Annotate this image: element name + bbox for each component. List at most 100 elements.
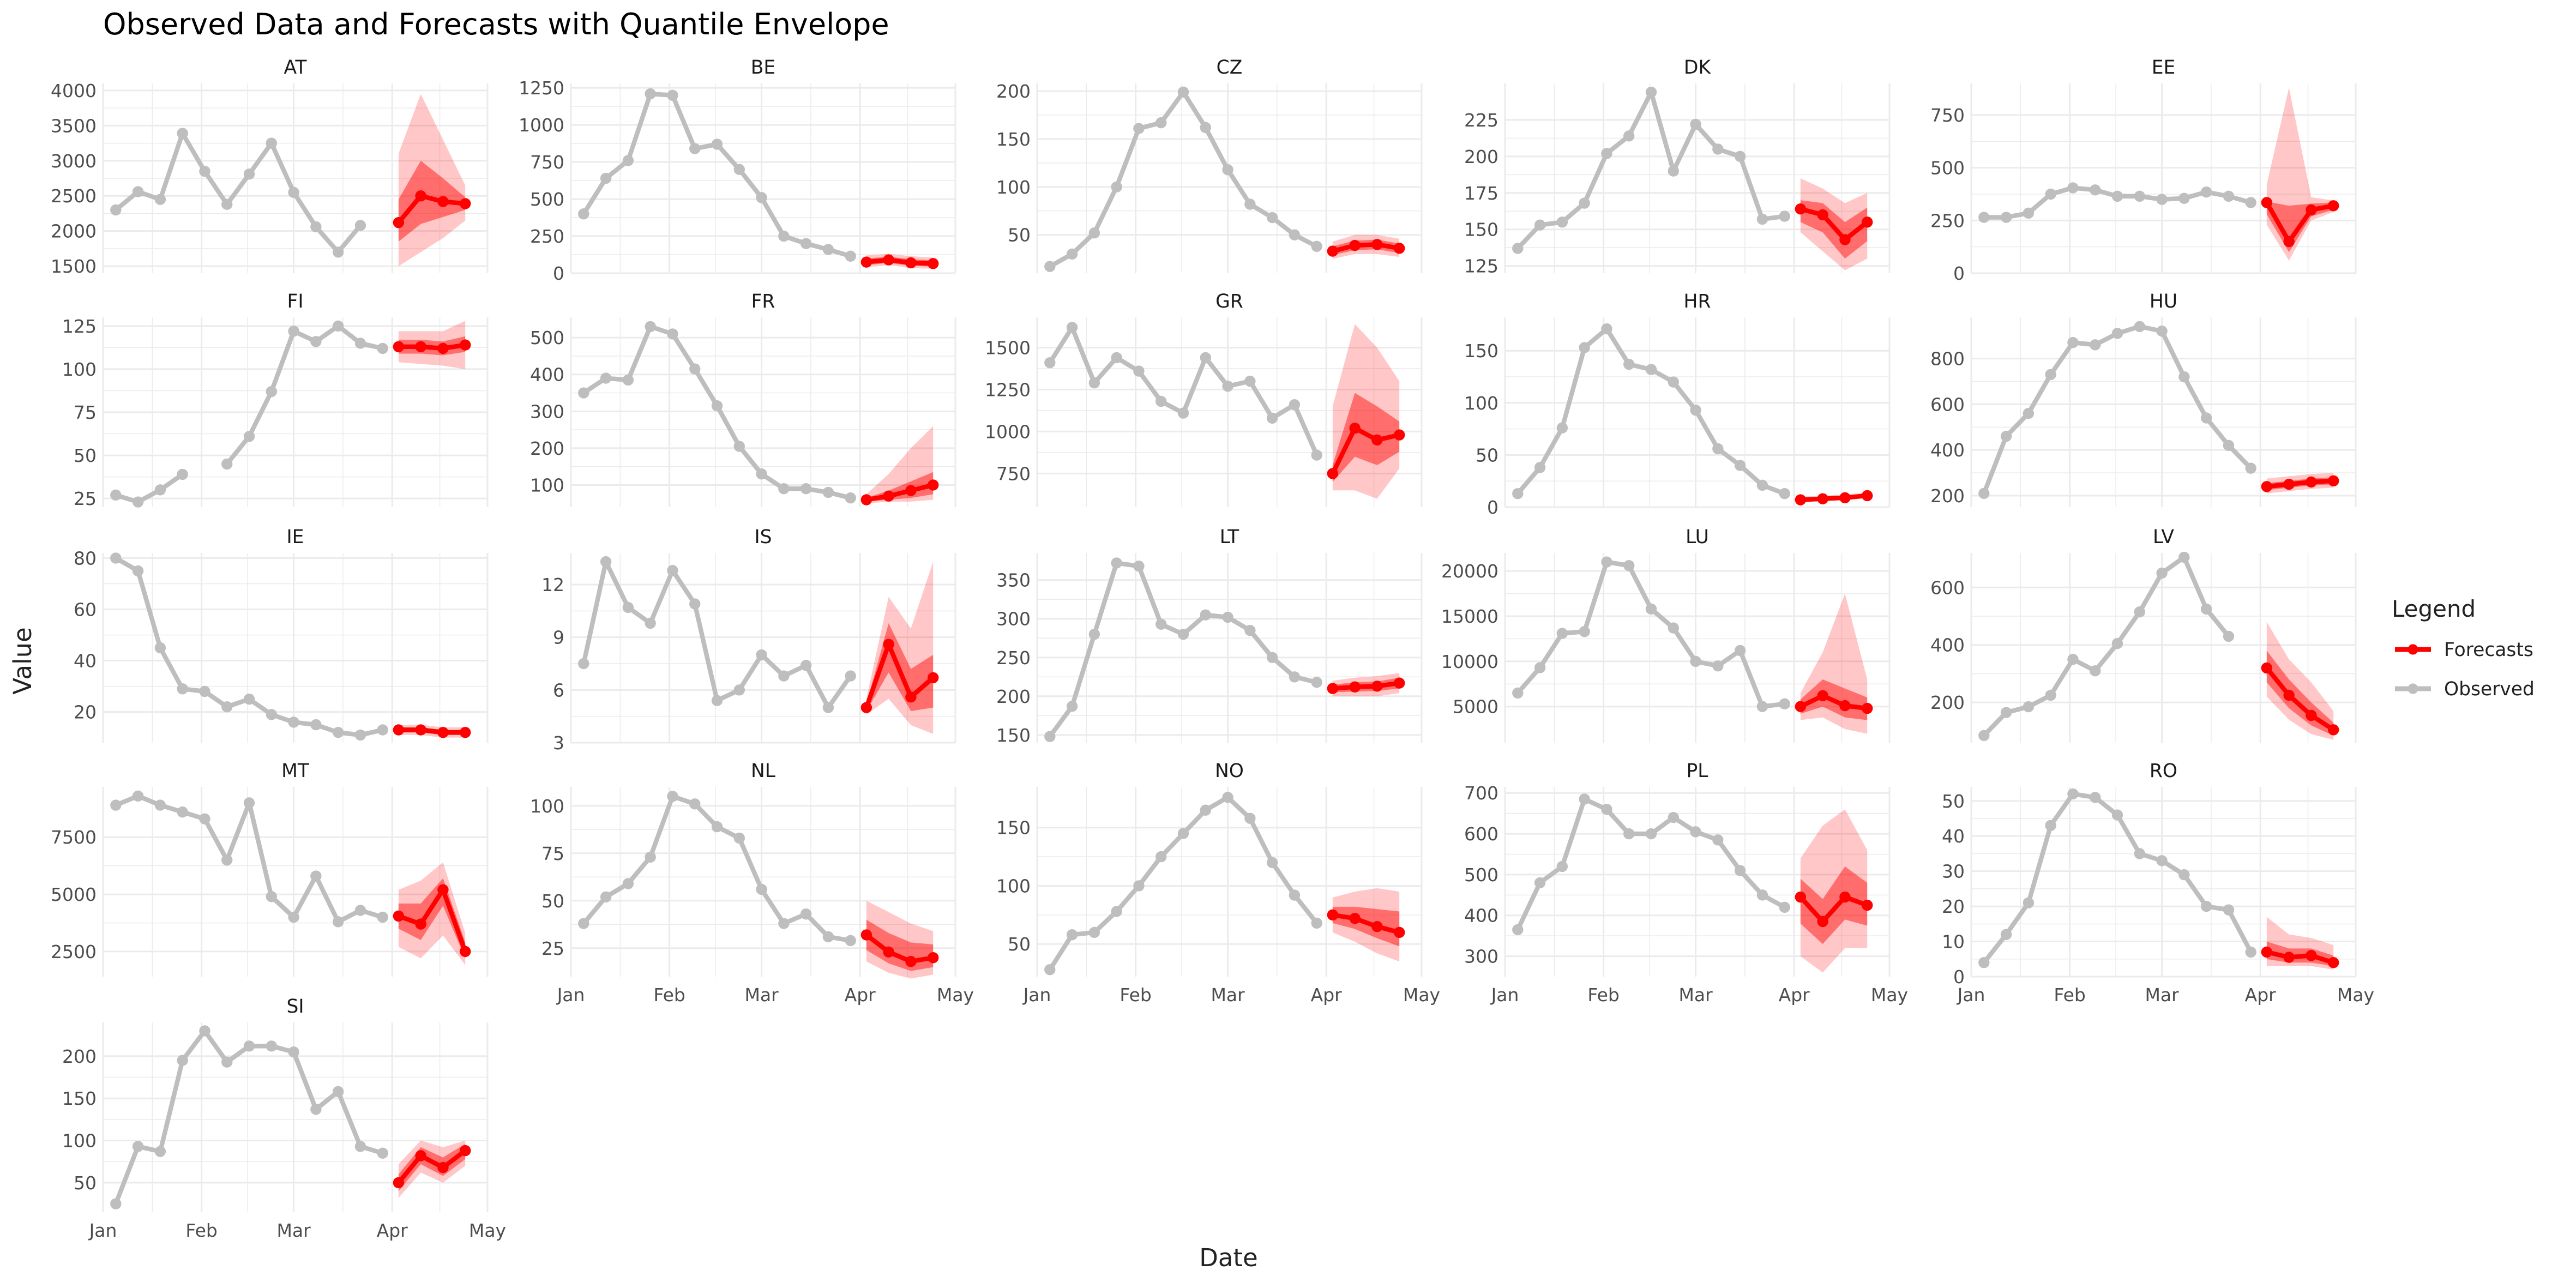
observed-point <box>1556 216 1568 228</box>
forecast-point <box>1839 700 1851 712</box>
observed-point <box>2090 665 2101 677</box>
forecast-point <box>860 256 872 268</box>
y-tick-label: 175 <box>1464 183 1498 204</box>
y-tick-label: 600 <box>1930 394 1965 415</box>
x-tick-label: Apr <box>845 984 876 1006</box>
observed-point <box>2156 325 2168 337</box>
y-tick-label: 0 <box>1487 497 1498 518</box>
forecast-band-90 <box>398 321 466 369</box>
observed-point <box>266 386 278 398</box>
observed-point <box>1044 964 1056 976</box>
observed-point <box>1088 227 1100 239</box>
observed-point <box>1311 677 1322 688</box>
forecast-band-90 <box>866 426 934 504</box>
y-tick-label: 600 <box>1464 823 1498 845</box>
forecast-point <box>1817 493 1828 504</box>
forecast-band-90 <box>1332 324 1400 499</box>
x-tick-label: May <box>469 1220 506 1241</box>
observed-point <box>199 165 210 177</box>
legend-title: Legend <box>2392 595 2476 622</box>
forecast-point <box>2306 950 2317 961</box>
y-tick-label: 5000 <box>1453 696 1498 718</box>
forecast-band-50 <box>398 878 466 959</box>
panel-nl: NL 25 50 75 100 Jan Feb Mar Apr May <box>530 760 974 1006</box>
forecast-point <box>860 494 872 505</box>
y-tick-label: 6 <box>553 679 564 701</box>
observed-point <box>1222 792 1233 803</box>
forecast-band-50 <box>1800 866 1868 944</box>
y-tick-label: 750 <box>996 463 1031 484</box>
x-tick-label: Apr <box>1311 984 1343 1006</box>
y-tick-label: 20000 <box>1441 561 1498 582</box>
y-tick-label: 100 <box>996 875 1031 896</box>
y-tick-label: 5000 <box>51 884 97 905</box>
observed-point <box>177 468 188 480</box>
observed-point <box>733 684 745 696</box>
panel-ro: RO 0 10 20 30 40 50 Jan Feb Mar Apr May <box>1942 760 2374 1006</box>
observed-point <box>1623 130 1635 142</box>
legend-forecast-swatch-point <box>2408 644 2418 655</box>
observed-point <box>377 724 388 736</box>
x-tick-label: May <box>1871 984 1908 1006</box>
observed-point <box>2067 653 2079 665</box>
observed-point <box>1066 701 1078 712</box>
observed-point <box>2200 412 2212 424</box>
forecast-line <box>864 257 936 266</box>
y-tick-label: 250 <box>1930 210 1965 231</box>
observed-point <box>332 726 344 738</box>
observed-point <box>2023 897 2035 908</box>
observed-point <box>1690 655 1701 667</box>
observed-point <box>1556 860 1568 872</box>
observed-point <box>1668 622 1679 634</box>
observed-point <box>354 905 366 916</box>
forecast-point <box>2328 200 2339 212</box>
forecast-point <box>1327 909 1339 921</box>
observed-point <box>1133 880 1145 892</box>
observed-point <box>110 799 122 811</box>
observed-point <box>1044 261 1056 272</box>
forecast-point <box>928 672 939 683</box>
observed-point <box>1200 804 1211 816</box>
observed-point <box>2223 630 2235 642</box>
forecast-point <box>460 1145 471 1157</box>
observed-point <box>1177 828 1189 839</box>
y-tick-label: 200 <box>1464 146 1498 167</box>
observed-point <box>1579 197 1590 209</box>
forecast-line <box>2264 949 2336 965</box>
observed-point <box>1155 395 1167 407</box>
observed-point <box>1088 377 1100 389</box>
observed-point <box>845 492 856 504</box>
forecast-point <box>2306 709 2317 721</box>
forecast-point <box>1349 423 1361 434</box>
observed-point <box>2045 820 2056 832</box>
y-tick-label: 50 <box>1942 791 1965 812</box>
observed-point <box>132 790 144 802</box>
forecast-point <box>1862 490 1873 502</box>
panel-no: NO 50 100 150 Jan Feb Mar Apr May <box>996 760 1440 1006</box>
observed-point <box>154 1146 166 1157</box>
forecast-point <box>905 691 917 703</box>
observed-point <box>288 717 299 728</box>
legend-forecast-label: Forecasts <box>2444 639 2533 661</box>
observed-point <box>1244 198 1256 210</box>
observed-point <box>756 468 767 480</box>
y-tick-label: 12 <box>541 574 564 595</box>
y-tick-label: 2500 <box>51 185 97 207</box>
y-tick-label: 50 <box>1008 225 1031 246</box>
observed-point <box>199 685 210 697</box>
forecast-point <box>1862 899 1873 911</box>
observed-point <box>132 1141 144 1152</box>
observed-point <box>1645 86 1657 98</box>
observed-point <box>1111 181 1122 193</box>
observed-point <box>1690 404 1701 416</box>
y-tick-label: 150 <box>996 129 1031 150</box>
observed-point <box>1266 412 1278 424</box>
forecast-point <box>415 724 426 736</box>
observed-point <box>711 139 723 150</box>
y-tick-label: 25 <box>541 938 564 959</box>
observed-point <box>132 186 144 197</box>
observed-point <box>2090 792 2101 803</box>
y-tick-label: 4000 <box>51 80 97 101</box>
observed-point <box>2090 184 2101 196</box>
forecast-point <box>1795 701 1807 712</box>
